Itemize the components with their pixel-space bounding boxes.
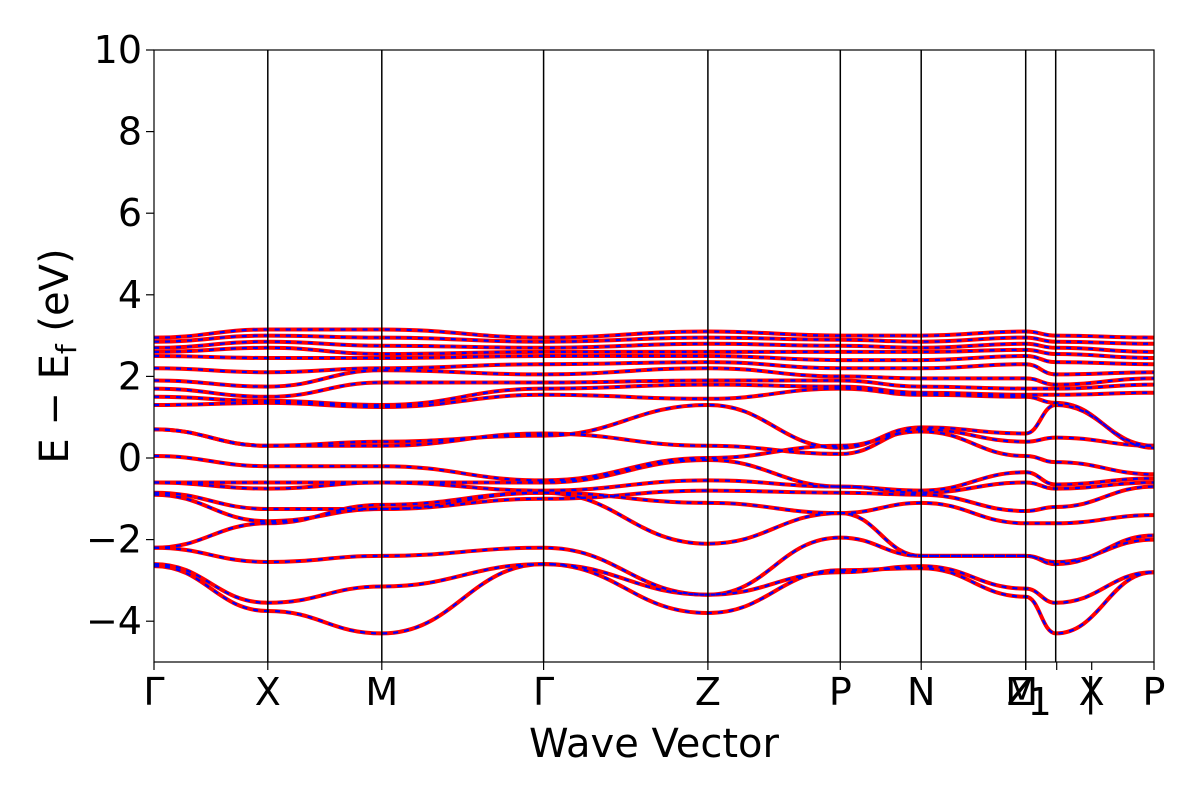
y-tick-label: 8: [118, 110, 142, 154]
band-line-blue: [154, 536, 1154, 596]
band-line-red: [154, 458, 1154, 493]
band-line-blue: [154, 379, 1154, 398]
y-axis-label-subscript: f: [50, 343, 83, 354]
band-line-blue: [154, 562, 1154, 604]
band-line-blue: [154, 354, 1154, 366]
x-tick-label: P: [829, 670, 852, 714]
band-line-blue: [154, 485, 1154, 513]
x-axis: Γ X M Γ Z P N ZM1 |X P: [143, 662, 1165, 724]
y-tick-label: 4: [118, 273, 142, 317]
band-line-blue: [154, 367, 1154, 388]
x-tick-label: X: [1079, 670, 1105, 714]
y-tick-label: −2: [86, 518, 142, 562]
y-axis-label-unit: (eV): [32, 248, 78, 344]
x-tick-label: |: [1084, 670, 1097, 715]
x-tick-label: 1: [1028, 680, 1052, 724]
x-tick-label: Γ: [143, 670, 164, 714]
band-line-blue: [154, 403, 1154, 449]
band-line-blue: [154, 340, 1154, 353]
x-tick-label: Γ: [533, 670, 554, 714]
x-tick-label: P: [1143, 670, 1166, 714]
y-axis: −4 −2 0 2 4 6 8 10: [86, 28, 154, 643]
bands-blue-series: [154, 328, 1154, 635]
high-symmetry-lines: [267, 50, 1057, 662]
y-tick-label: 0: [118, 436, 142, 480]
y-axis-label: E − Ef (eV): [32, 248, 83, 463]
band-line-blue: [154, 387, 1154, 449]
band-line-blue: [154, 360, 1154, 376]
band-line-blue: [154, 562, 1154, 635]
band-line-blue: [154, 428, 1154, 456]
band-line-blue: [154, 383, 1154, 407]
y-tick-label: 6: [118, 191, 142, 235]
y-axis-label-main: E − E: [32, 354, 78, 464]
y-tick-label: 2: [118, 354, 142, 398]
x-tick-label: X: [255, 670, 281, 714]
band-line-blue: [154, 479, 1154, 494]
band-line-blue: [154, 334, 1154, 345]
band-line-blue: [154, 491, 1154, 525]
y-tick-label: −4: [86, 599, 142, 643]
x-tick-label: N: [907, 670, 935, 714]
x-tick-label: Z: [695, 670, 721, 714]
band-line-red: [154, 429, 1154, 483]
band-line-blue: [154, 328, 1154, 339]
plot-frame: [153, 49, 1155, 663]
x-tick-label: M: [1005, 670, 1038, 714]
x-tick-label: Z: [1007, 670, 1033, 714]
y-tick-label: 10: [94, 28, 142, 72]
x-tick-label: M: [365, 670, 398, 714]
x-axis-label: Wave Vector: [529, 721, 780, 767]
band-line-blue: [154, 346, 1154, 360]
